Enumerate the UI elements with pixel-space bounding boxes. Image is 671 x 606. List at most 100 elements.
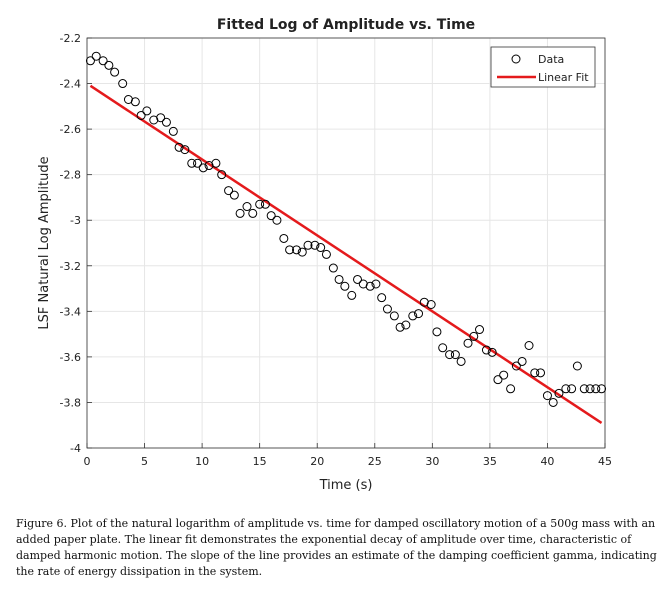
- data-point: [242, 202, 252, 212]
- fit-layer: [89, 84, 603, 424]
- data-point: [542, 391, 552, 401]
- data-point: [272, 215, 282, 225]
- data-point: [567, 384, 577, 394]
- data-point: [123, 95, 133, 104]
- data-point: [211, 158, 221, 168]
- data-point: [463, 338, 473, 348]
- data-point: [493, 375, 503, 385]
- data-point: [438, 343, 448, 353]
- data-point: [506, 384, 516, 394]
- data-point: [445, 350, 455, 360]
- data-point: [149, 115, 159, 125]
- data-point: [389, 311, 399, 321]
- data-point: [530, 368, 540, 378]
- y-tick-label: -3.4: [60, 305, 81, 318]
- data-point: [334, 274, 344, 284]
- data-point: [85, 56, 95, 66]
- data-point: [198, 163, 208, 173]
- axis-ticks: 0 5 10 15 20 25 30 35 40 45 -2.2 -2.4 -2.6 -2.8 -3 -3.2…: [60, 32, 612, 468]
- legend-label-fit: Linear Fit: [538, 71, 589, 84]
- data-point: [310, 240, 320, 250]
- legend-box: [490, 46, 596, 88]
- data-point: [347, 290, 357, 300]
- figure-caption: Figure 6. Plot of the natural logarithm …: [16, 517, 657, 578]
- data-point: [142, 106, 152, 116]
- x-tick-label: 20: [310, 455, 324, 468]
- data-point: [174, 142, 184, 152]
- data-point: [358, 279, 368, 289]
- data-point: [517, 356, 527, 366]
- y-tick-label: -3.6: [60, 351, 81, 364]
- data-point: [204, 161, 214, 171]
- data-point: [597, 384, 607, 394]
- chart-title: Fitted Log of Amplitude vs. Time: [217, 17, 475, 33]
- data-point: [316, 243, 326, 253]
- data-point: [328, 263, 338, 273]
- data-point: [432, 327, 442, 337]
- data-point: [579, 384, 589, 394]
- data-point: [260, 199, 270, 209]
- x-tick-label: 25: [368, 455, 382, 468]
- x-tick-label: 0: [84, 455, 91, 468]
- y-tick-label: -3.8: [60, 396, 81, 409]
- data-point: [481, 345, 491, 355]
- y-axis-label: LSF Natural Log Amplitude: [37, 156, 52, 329]
- data-point: [224, 186, 234, 196]
- data-point: [548, 397, 558, 407]
- data-point: [419, 297, 429, 307]
- data-point: [292, 245, 302, 255]
- data-point: [414, 309, 424, 319]
- y-tick-label: -3: [70, 214, 81, 227]
- data-point: [110, 67, 120, 77]
- x-axis-label: Time (s): [319, 478, 373, 493]
- data-point: [161, 117, 171, 127]
- data-point: [561, 384, 571, 394]
- x-tick-label: 15: [253, 455, 267, 468]
- data-point: [371, 279, 381, 289]
- data-point: [156, 113, 166, 123]
- data-point: [91, 51, 101, 61]
- x-tick-label: 40: [540, 455, 554, 468]
- y-tick-label: -2.6: [60, 123, 81, 136]
- legend-label-data: Data: [538, 53, 564, 66]
- data-point: [382, 304, 392, 314]
- y-tick-label: -3.2: [60, 260, 81, 273]
- x-tick-label: 10: [195, 455, 209, 468]
- y-tick-label: -4: [70, 442, 81, 455]
- data-point: [118, 79, 128, 89]
- x-tick-label: 30: [425, 455, 439, 468]
- data-point: [180, 145, 190, 155]
- data-point: [130, 97, 140, 107]
- data-point: [499, 370, 509, 380]
- data-point: [321, 249, 331, 259]
- data-point: [136, 110, 146, 120]
- chart: Fitted Log of Amplitude vs. Time 0 5 10 15 2…: [37, 17, 612, 493]
- data-point: [255, 199, 265, 209]
- y-tick-label: -2.2: [60, 32, 81, 45]
- data-point: [248, 208, 258, 218]
- data-points: [85, 51, 607, 407]
- data-point: [554, 388, 564, 398]
- data-point: [408, 311, 418, 321]
- data-point: [340, 281, 350, 291]
- data-point: [303, 240, 313, 250]
- x-tick-label: 5: [141, 455, 148, 468]
- data-point: [353, 274, 363, 284]
- data-point: [187, 158, 197, 168]
- data-point: [229, 190, 239, 200]
- data-point: [217, 170, 227, 180]
- legend-marker-data: [511, 54, 521, 64]
- legend: Data Linear Fit: [490, 46, 596, 88]
- data-point: [98, 56, 108, 66]
- data-point: [168, 126, 178, 136]
- data-point: [297, 247, 307, 257]
- data-point: [235, 208, 245, 218]
- data-point: [591, 384, 601, 394]
- data-point: [469, 331, 479, 341]
- data-point: [536, 368, 546, 378]
- data-point: [401, 320, 411, 330]
- x-tick-label: 35: [483, 455, 497, 468]
- data-point: [475, 325, 485, 335]
- data-point: [585, 384, 595, 394]
- data-point: [511, 361, 521, 371]
